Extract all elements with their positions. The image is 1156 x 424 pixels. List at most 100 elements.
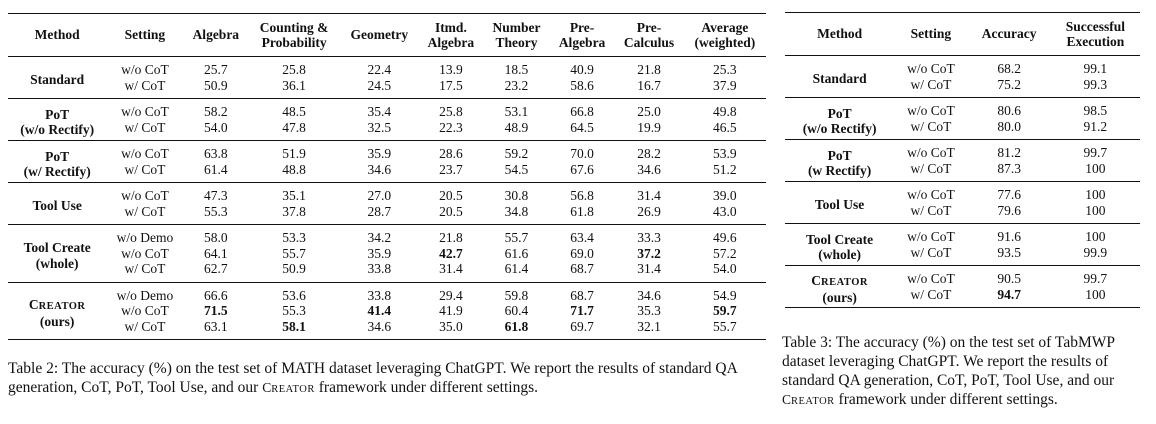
value-cell: 77.6 <box>997 187 1021 202</box>
value-cell: 98.5 <box>1083 103 1108 118</box>
value-cell: 18.5 <box>504 62 529 77</box>
value-cell: 48.9 <box>504 119 529 135</box>
value-cell: 23.7 <box>439 161 463 177</box>
method-cell: Standard <box>785 56 894 98</box>
header-line1: Average <box>701 19 749 35</box>
column-header: Counting & Probability <box>248 14 340 57</box>
table-row: w/ CoT 93.5 99.9 <box>785 245 1140 266</box>
value-cell: 60.4 <box>504 303 529 318</box>
value-cell: 59.2 <box>504 146 529 161</box>
method-cell: PoT (w/ Rectify) <box>8 141 106 183</box>
header-line2: Execution <box>1066 34 1125 49</box>
header-line1: Method <box>34 27 80 43</box>
table-row: w/ CoT 62.7 50.9 33.8 31.4 61.4 68.7 31.4 54.0 <box>8 261 766 282</box>
method-group: PoT (w/o Rectify) w/o CoT 58.2 48.5 35.4 25.8 5… <box>8 98 766 141</box>
header-line2: Probability <box>261 35 327 50</box>
value-cell: 91.6 <box>997 229 1021 244</box>
value-cell: 16.7 <box>637 77 661 93</box>
header-line1: Setting <box>124 27 166 43</box>
creator-initial: C <box>782 392 792 407</box>
table-row: PoT (w/o Rectify) w/o CoT 80.6 98.5 <box>785 98 1140 136</box>
value-cell: 31.4 <box>637 261 661 276</box>
value-cell: 41.4 <box>367 303 392 318</box>
value-cell: 54.0 <box>204 119 228 135</box>
value-cell: 19.9 <box>637 119 661 135</box>
value-cell: 49.6 <box>713 230 737 245</box>
header-line1: Successful <box>1065 18 1125 34</box>
method-group: PoT (w/o Rectify) w/o CoT 80.6 98.5 w/ CoT 80.… <box>785 97 1140 140</box>
creator-initial: C <box>28 296 39 312</box>
value-cell: 37.8 <box>282 203 306 219</box>
method-label: Standard <box>30 72 85 88</box>
table-row: CREATOR (ours) w/o Demo 66.6 53.6 33.8 29.4 59.… <box>8 282 766 330</box>
column-header: Itmd. Algebra <box>419 14 484 57</box>
value-cell: 70.0 <box>570 146 594 161</box>
value-cell: 41.9 <box>439 303 463 318</box>
header-line1: Itmd. <box>434 19 467 35</box>
header-line2: (weighted) <box>694 35 756 50</box>
value-cell: 24.5 <box>367 77 392 93</box>
value-cell: 31.4 <box>439 261 463 276</box>
method-cell: Standard <box>8 57 106 99</box>
header-line1: Setting <box>910 26 952 42</box>
method-cell: Tool Use <box>8 183 106 225</box>
value-cell: 43.0 <box>713 203 737 219</box>
setting-cell: w/ CoT <box>124 119 166 135</box>
method-group: Standard w/o CoT 25.7 25.8 22.4 13.9 18.5 40.9 2… <box>8 57 766 99</box>
value-cell: 21.8 <box>637 62 661 77</box>
value-cell: 20.5 <box>439 203 463 219</box>
method-cell: Tool Create (whole) <box>8 225 106 283</box>
setting-cell: w/ CoT <box>124 161 166 177</box>
setting-cell: w/ CoT <box>910 286 952 302</box>
value-cell: 25.8 <box>439 104 463 119</box>
method-cell: PoT (w/o Rectify) <box>785 98 894 140</box>
value-cell: 100 <box>1085 187 1106 202</box>
value-cell: 32.5 <box>367 119 392 135</box>
creator-rest: REATOR <box>271 384 315 395</box>
value-cell: 35.1 <box>282 188 306 203</box>
value-cell: 53.9 <box>713 146 737 161</box>
method-sublabel: (whole) <box>818 247 861 262</box>
table-row: w/ CoT 79.6 100 <box>785 203 1140 224</box>
value-cell: 28.6 <box>439 146 463 161</box>
value-cell: 54.0 <box>713 261 737 276</box>
value-cell: 35.9 <box>367 245 392 261</box>
header-row: Method Setting Algebra Counting & Probabilit… <box>8 13 766 57</box>
table-header: Method Setting Algebra Counting & Probabilit… <box>8 13 766 57</box>
header-line2: Algebra <box>427 35 475 50</box>
method-cell: PoT (w/o Rectify) <box>8 99 106 141</box>
setting-cell: w/ CoT <box>910 160 952 176</box>
method-label: Tool Use <box>32 198 82 214</box>
method-sublabel: (w/o Rectify) <box>802 121 877 136</box>
value-cell: 35.9 <box>367 146 392 161</box>
value-cell: 48.8 <box>282 161 306 177</box>
value-cell: 59.7 <box>713 303 737 318</box>
value-cell: 59.8 <box>504 287 529 303</box>
value-cell: 39.0 <box>713 188 737 203</box>
setting-cell: w/o CoT <box>907 229 955 244</box>
value-cell: 57.2 <box>713 245 737 261</box>
table-row: PoT (w/ Rectify) w/o CoT 63.8 51.9 35.9 28.6 59… <box>8 141 766 179</box>
creator-rest: REATOR <box>791 396 835 407</box>
setting-cell: w/o CoT <box>121 245 169 261</box>
value-cell: 64.1 <box>204 245 228 261</box>
method-label: Tool Create <box>806 231 874 247</box>
value-cell: 37.2 <box>637 245 661 261</box>
value-cell: 68.7 <box>570 287 594 303</box>
table-row: w/ CoT 54.0 47.8 32.5 22.3 48.9 64.5 19.9 46.5 <box>8 120 766 141</box>
value-cell: 35.4 <box>367 104 392 119</box>
value-cell: 55.7 <box>504 230 529 245</box>
table-row: w/ CoT 80.0 91.2 <box>785 119 1140 140</box>
value-cell: 79.6 <box>997 202 1021 218</box>
column-header: Pre- Calculus <box>614 14 683 57</box>
table-row: w/ CoT 50.9 36.1 24.5 17.5 23.2 58.6 16.7 37.9 <box>8 78 766 99</box>
method-label: PoT <box>827 105 852 121</box>
setting-cell: w/ CoT <box>124 77 166 93</box>
setting-cell: w/o CoT <box>121 62 169 77</box>
value-cell: 64.5 <box>570 119 594 135</box>
method-group: Tool Create (whole) w/o Demo 58.0 53.3 34.2 21… <box>8 224 766 283</box>
value-cell: 71.5 <box>204 303 228 318</box>
method-group: PoT (w Rectify) w/o CoT 81.2 99.7 w/ CoT 87.3 1… <box>785 139 1140 182</box>
method-group: PoT (w/ Rectify) w/o CoT 63.8 51.9 35.9 28.6 59… <box>8 140 766 183</box>
column-header: Accuracy <box>968 13 1051 56</box>
